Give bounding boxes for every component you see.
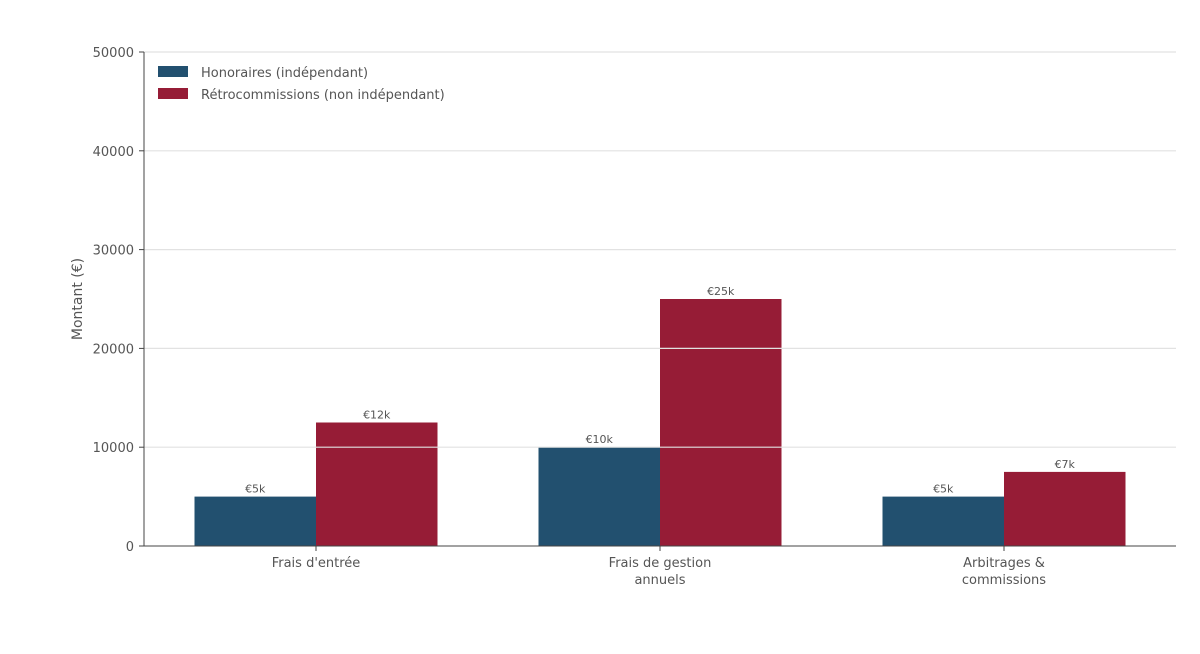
x-tick-label: Frais d'entrée — [272, 556, 361, 571]
y-tick-label: 0 — [126, 540, 134, 555]
bar-value-label: €12k — [363, 409, 391, 422]
legend-swatch — [158, 88, 188, 99]
y-tick-label: 50000 — [93, 46, 134, 61]
x-tick-label: annuels — [634, 573, 685, 588]
bar-honoraires — [194, 496, 316, 546]
bar-retrocommissions — [1004, 471, 1126, 546]
legend-swatch — [158, 66, 188, 77]
bar-value-label: €7k — [1055, 458, 1076, 471]
bar-value-label: €5k — [245, 483, 266, 496]
bar-value-label: €10k — [586, 433, 614, 446]
x-tick-label: Arbitrages & — [963, 556, 1045, 571]
y-tick-label: 40000 — [93, 145, 134, 160]
y-tick-label: 30000 — [93, 244, 134, 259]
bar-honoraires — [538, 447, 660, 546]
legend-label: Honoraires (indépendant) — [201, 66, 368, 81]
bar-retrocommissions — [316, 422, 438, 546]
x-tick-label: Frais de gestion — [609, 556, 712, 571]
bar-retrocommissions — [660, 299, 782, 546]
bar-value-label: €5k — [933, 483, 954, 496]
x-tick-label: commissions — [962, 573, 1046, 588]
bar-value-label: €25k — [707, 285, 735, 298]
y-tick-label: 20000 — [93, 342, 134, 357]
bar-honoraires — [882, 496, 1004, 546]
y-tick-label: 10000 — [93, 441, 134, 456]
legend-label: Rétrocommissions (non indépendant) — [201, 88, 445, 103]
y-axis-label: Montant (€) — [70, 258, 86, 340]
